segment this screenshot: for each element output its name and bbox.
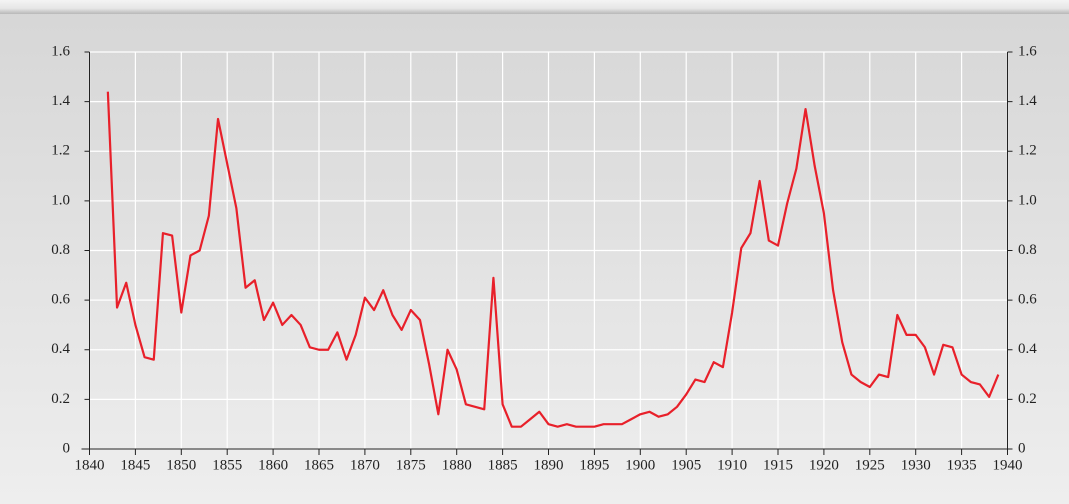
x-tick-label: 1895: [579, 457, 609, 473]
x-tick-label: 1860: [258, 457, 288, 473]
y2-tick-label: 1.0: [1018, 192, 1037, 208]
x-tick-label: 1920: [809, 457, 839, 473]
x-tick-label: 1910: [717, 457, 747, 473]
y-tick-label: 1.6: [51, 43, 70, 59]
x-tick-label: 1900: [625, 457, 655, 473]
y-tick-label: 1.2: [51, 143, 70, 159]
y-tick-label: 1.4: [51, 93, 70, 109]
x-tick-label: 1905: [671, 457, 701, 473]
y-tick-label: 0.2: [51, 391, 70, 407]
x-tick-label: 1850: [166, 457, 196, 473]
x-tick-label: 1915: [763, 457, 793, 473]
x-tick-label: 1930: [901, 457, 931, 473]
y2-tick-label: 0.2: [1018, 391, 1037, 407]
x-tick-label: 1880: [442, 457, 472, 473]
y-tick-label: 0.8: [51, 242, 70, 258]
x-tick-label: 1870: [350, 457, 380, 473]
y-tick-label: 0.4: [51, 341, 70, 357]
y2-tick-label: 0.8: [1018, 242, 1037, 258]
x-tick-label: 1885: [488, 457, 518, 473]
y2-tick-label: 1.2: [1018, 143, 1037, 159]
x-tick-label: 1890: [534, 457, 564, 473]
x-tick-label: 1935: [947, 457, 977, 473]
x-tick-label: 1840: [75, 457, 105, 473]
x-tick-label: 1940: [993, 457, 1023, 473]
y2-tick-label: 0.4: [1018, 341, 1037, 357]
axes: 0 0 0.2 0.2 0.4 0.4 0.6 0.6 0.8 0.8 1.0 1.0 1.2 1.2 1.…: [51, 43, 1037, 473]
y2-tick-label: 1.6: [1018, 43, 1037, 59]
x-tick-label: 1865: [304, 457, 334, 473]
y-tick-label: 1.0: [51, 192, 70, 208]
y2-tick-label: 1.4: [1018, 93, 1037, 109]
top-bar: [0, 0, 1069, 14]
x-tick-label: 1855: [212, 457, 242, 473]
y2-tick-label: 0: [1018, 440, 1026, 456]
x-tick-label: 1875: [396, 457, 426, 473]
y-tick-label: 0.6: [51, 292, 70, 308]
line-series: [106, 91, 1000, 428]
marks: [106, 91, 1000, 428]
grid: [88, 51, 1009, 450]
y-tick-label: 0: [63, 440, 71, 456]
x-tick-label: 1925: [855, 457, 885, 473]
x-tick-label: 1845: [120, 457, 150, 473]
y2-tick-label: 0.6: [1018, 292, 1037, 308]
